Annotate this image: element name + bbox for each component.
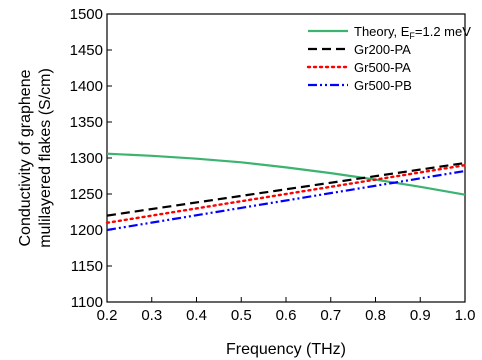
plot-frame	[106, 13, 466, 303]
y-tick-label: 1100	[71, 294, 103, 311]
series-line-0	[106, 152, 466, 196]
series-line-2	[105, 163, 467, 225]
x-tick-label: 0.4	[186, 307, 207, 324]
x-tick-label: 0.7	[320, 307, 341, 324]
x-tick-label: 0.9	[410, 307, 431, 324]
legend-label-2: Gr500-PA	[354, 60, 411, 75]
axis-ticks: 0.2 0.3 0.4 0.5 0.6 0.7 0.8 0.9 1.0 1100 1150 1200 1…	[70, 6, 476, 324]
x-tick-label: 1.0	[455, 307, 476, 324]
y-tick-label: 1250	[70, 186, 103, 203]
y-tick-label: 1350	[70, 114, 103, 131]
y-axis-title: Conductivity of graphene mulilayered fla…	[17, 68, 54, 248]
series-layer	[105, 152, 467, 232]
series-line-1	[106, 161, 466, 217]
legend-label-1: Gr200-PA	[354, 42, 411, 57]
x-tick-label: 0.5	[231, 307, 252, 324]
y-tick-label: 1500	[70, 6, 103, 23]
legend-label-3: Gr500-PB	[354, 78, 412, 93]
y-tick-label: 1300	[70, 150, 103, 167]
x-tick-label: 0.2	[97, 307, 118, 324]
y-axis-title-line-1: Conductivity of graphene	[17, 69, 34, 246]
y-tick-label: 1400	[70, 78, 103, 95]
legend-label-0: Theory, EF=1.2 meV	[354, 24, 471, 41]
series-line-3	[106, 169, 466, 232]
x-tick-label: 0.3	[141, 307, 162, 324]
y-tick-label: 1200	[70, 222, 103, 239]
y-tick-label: 1150	[71, 258, 103, 275]
y-axis-title-line-2: mulilayered flakes (S/cm)	[37, 68, 54, 248]
y-tick-label: 1450	[70, 42, 103, 59]
x-tick-label: 0.8	[365, 307, 386, 324]
x-tick-label: 0.6	[276, 307, 297, 324]
x-axis-title: Frequency (THz)	[226, 341, 346, 358]
